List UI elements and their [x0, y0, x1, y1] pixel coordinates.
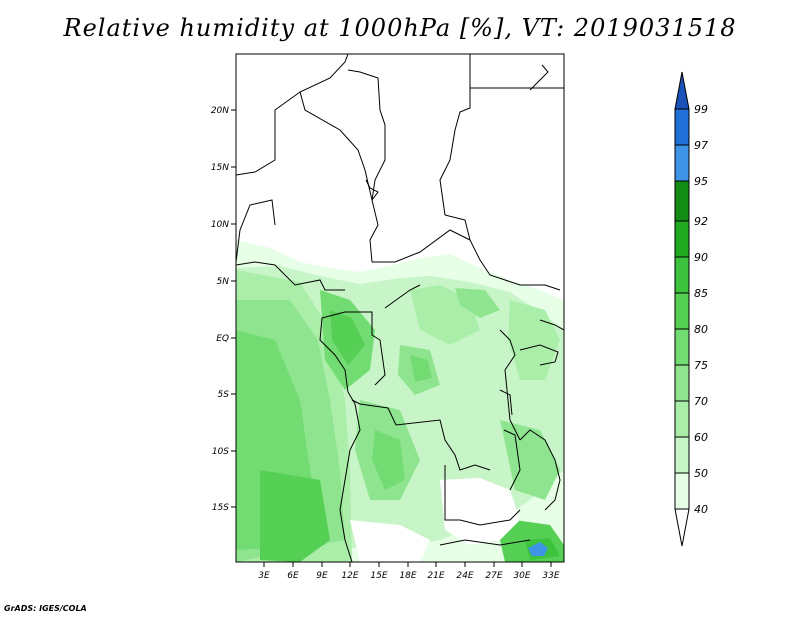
lon-tick-label: 12E: [341, 571, 358, 581]
map-title: Relative humidity at 1000hPa [%], VT: 20…: [63, 14, 737, 42]
colorbar-label: 50: [694, 467, 708, 480]
colorbar-band: [674, 292, 690, 330]
lat-tick-label: EQ: [216, 334, 229, 344]
colorbar: 40 50 60 70 75 80 85 90 92 95 97 99: [674, 71, 708, 547]
country-borders: [236, 54, 564, 562]
colorbar-label: 90: [694, 251, 708, 264]
lon-tick-label: 9E: [316, 571, 328, 581]
lat-tick-label: 20N: [211, 106, 229, 116]
lon-tick-label: 33E: [542, 571, 559, 581]
colorbar-label: 99: [694, 103, 708, 116]
lat-tick-label: 5S: [218, 390, 230, 400]
colorbar-label: 70: [694, 395, 708, 408]
lat-axis: 20N 15N 10N 5N EQ 5S 10S 15S: [211, 106, 236, 513]
colorbar-over-triangle: [674, 71, 690, 110]
colorbar-label: 80: [694, 323, 708, 336]
colorbar-label: 92: [694, 215, 708, 228]
colorbar-band: [674, 144, 690, 182]
colorbar-label: 60: [694, 431, 708, 444]
colorbar-band: [674, 400, 690, 438]
lon-tick-label: 27E: [485, 571, 502, 581]
colorbar-band: [674, 180, 690, 222]
colorbar-label: 97: [694, 139, 708, 152]
colorbar-band: [674, 328, 690, 366]
colorbar-band: [674, 364, 690, 402]
colorbar-label: 95: [694, 175, 708, 188]
lon-tick-label: 3E: [258, 571, 270, 581]
colorbar-band: [674, 436, 690, 474]
colorbar-band: [674, 256, 690, 294]
lon-tick-label: 24E: [456, 571, 473, 581]
colorbar-label: 75: [694, 359, 708, 372]
lon-tick-label: 6E: [287, 571, 299, 581]
grads-credit: GrADS: IGES/COLA: [4, 604, 87, 613]
lat-tick-label: 15S: [212, 503, 229, 513]
lon-tick-label: 18E: [399, 571, 416, 581]
colorbar-band: [674, 108, 690, 146]
colorbar-band: [674, 220, 690, 258]
colorbar-label: 85: [694, 287, 708, 300]
lat-tick-label: 5N: [217, 277, 230, 287]
lon-tick-label: 30E: [513, 571, 530, 581]
lat-tick-label: 15N: [211, 163, 229, 173]
lat-tick-label: 10N: [211, 220, 229, 230]
colorbar-band: [674, 472, 690, 510]
humidity-field: [236, 240, 564, 562]
colorbar-under-triangle: [674, 508, 690, 547]
lon-tick-label: 15E: [370, 571, 387, 581]
lon-tick-label: 21E: [427, 571, 444, 581]
map-frame: [235, 53, 565, 563]
colorbar-label: 40: [694, 503, 708, 516]
lat-tick-label: 10S: [212, 447, 229, 457]
lon-axis: 3E 6E 9E 12E 15E 18E 21E 24E 27E 30E 33E: [258, 562, 560, 581]
